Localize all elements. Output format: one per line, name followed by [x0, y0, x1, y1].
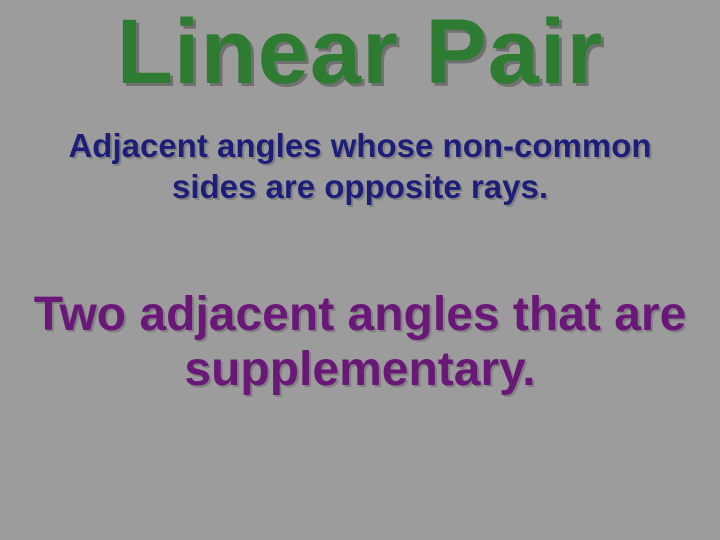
definition-text: Adjacent angles whose non-common sides a… — [0, 125, 720, 208]
slide: Linear Pair Adjacent angles whose non-co… — [0, 0, 720, 540]
slide-title: Linear Pair — [0, 0, 720, 101]
supplementary-text: Two adjacent angles that are supplementa… — [0, 287, 720, 397]
